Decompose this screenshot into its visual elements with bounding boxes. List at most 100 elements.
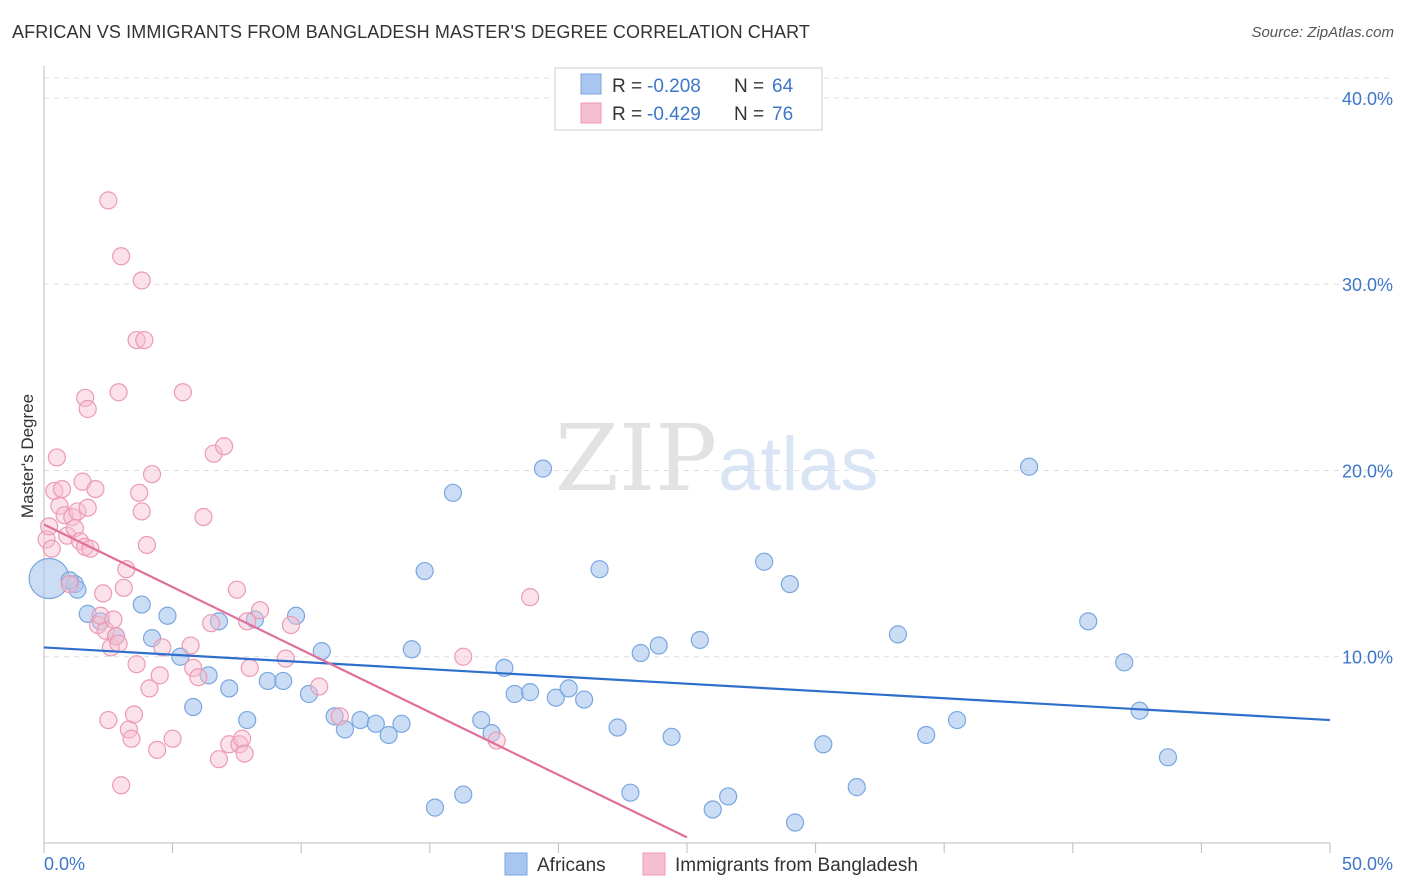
bangladesh-point xyxy=(132,271,151,290)
bottom-legend-africans-swatch xyxy=(504,852,528,876)
bangladesh-point xyxy=(521,588,540,607)
grid-lines xyxy=(44,77,1393,658)
africans-point xyxy=(351,710,370,730)
watermark-atlas: atlas xyxy=(718,422,879,507)
bangladesh-point xyxy=(232,729,252,748)
y-tick-label: 20.0% xyxy=(1342,461,1393,481)
legend-bangladesh-swatch xyxy=(580,102,602,124)
africans-point xyxy=(888,625,908,644)
africans-point xyxy=(1130,701,1149,720)
bangladesh-point xyxy=(124,705,144,724)
x-tick-label-min: 0.0% xyxy=(44,854,85,874)
africans-point xyxy=(662,727,681,746)
bangladesh-point xyxy=(209,750,228,769)
bangladesh-point xyxy=(330,707,349,726)
data-points xyxy=(28,191,1178,832)
africans-point xyxy=(546,688,565,707)
y-tick-label: 40.0% xyxy=(1342,89,1393,109)
bangladesh-point xyxy=(78,498,97,517)
africans-point xyxy=(703,800,722,819)
bangladesh-point xyxy=(135,330,154,350)
bangladesh-point xyxy=(52,479,72,499)
y-tick-label: 10.0% xyxy=(1342,648,1393,668)
africans-point xyxy=(454,785,473,804)
bangladesh-point xyxy=(94,584,113,603)
africans-point xyxy=(533,459,553,478)
africans-point xyxy=(608,718,627,737)
bangladesh-point xyxy=(99,710,118,730)
bangladesh-point xyxy=(310,677,329,696)
africans-point xyxy=(719,787,738,806)
africans-point xyxy=(1115,653,1134,672)
bangladesh-trend-line xyxy=(43,523,688,839)
africans-point xyxy=(258,671,277,691)
bangladesh-point xyxy=(227,580,246,599)
africans-point xyxy=(631,643,650,663)
africans-point xyxy=(366,714,385,733)
bottom-legend: Africans Immigrants from Bangladesh xyxy=(504,852,918,876)
africans-point xyxy=(443,483,463,502)
africans-point xyxy=(325,707,344,726)
africans-point xyxy=(171,647,190,666)
bangladesh-point xyxy=(99,191,118,210)
bottom-legend-bangladesh-swatch xyxy=(642,852,666,876)
bangladesh-point xyxy=(112,776,131,795)
africans-point xyxy=(521,683,540,702)
bangladesh-point xyxy=(112,247,131,266)
africans-point xyxy=(392,714,411,733)
africans-point xyxy=(379,725,398,745)
bangladesh-point xyxy=(150,666,169,685)
bangladesh-point xyxy=(109,634,128,653)
stats-legend: R = -0.208 N = 64 R = -0.429 N = 76 xyxy=(554,67,823,131)
africans-point xyxy=(142,629,162,648)
y-tick-label: 30.0% xyxy=(1342,275,1393,295)
bangladesh-point xyxy=(76,388,95,407)
bangladesh-point xyxy=(142,465,162,484)
bangladesh-point xyxy=(454,647,473,666)
bangladesh-point xyxy=(132,502,151,521)
africans-point xyxy=(621,783,640,802)
africans-point xyxy=(158,606,177,625)
africans-point xyxy=(590,560,609,579)
axes xyxy=(43,66,1331,853)
africans-point xyxy=(184,697,203,717)
legend-bangladesh-r-value: -0.429 xyxy=(647,104,701,125)
africans-point xyxy=(274,671,293,691)
africans-point xyxy=(425,798,445,817)
bangladesh-point xyxy=(202,614,221,633)
bangladesh-point xyxy=(122,729,141,748)
bottom-legend-africans-label: Africans xyxy=(537,855,606,876)
bangladesh-point xyxy=(148,740,167,759)
legend-africans-n-label: N = xyxy=(734,76,764,97)
bangladesh-point xyxy=(240,658,259,678)
africans-point xyxy=(220,679,239,698)
bangladesh-point xyxy=(78,399,97,419)
legend-africans-r-value: -0.208 xyxy=(647,76,701,97)
africans-point xyxy=(299,684,319,704)
africans-point xyxy=(575,690,594,709)
bangladesh-point xyxy=(60,574,79,594)
bangladesh-point xyxy=(127,655,146,674)
africans-point xyxy=(402,640,421,659)
africans-point xyxy=(785,813,805,832)
bangladesh-point xyxy=(106,627,126,646)
source-credit: Source: ZipAtlas.com xyxy=(1251,24,1394,41)
bangladesh-point xyxy=(184,658,203,678)
bangladesh-point xyxy=(194,507,213,527)
africans-point xyxy=(505,684,524,704)
legend-africans-n-value: 64 xyxy=(772,76,794,97)
africans-point xyxy=(649,636,668,655)
africans-point xyxy=(814,735,833,754)
bangladesh-point xyxy=(68,502,87,521)
trend-lines xyxy=(43,523,1331,839)
tick-labels: 10.0% 20.0% 30.0% 40.0% 0.0% 50.0% xyxy=(44,89,1393,874)
africans-point xyxy=(847,778,866,797)
bangladesh-point xyxy=(163,729,182,748)
africans-point xyxy=(472,710,491,730)
africans-point xyxy=(286,606,306,625)
bangladesh-point xyxy=(214,437,234,456)
bangladesh-point xyxy=(189,668,208,687)
africans-point xyxy=(238,710,257,730)
bangladesh-point xyxy=(181,636,200,655)
